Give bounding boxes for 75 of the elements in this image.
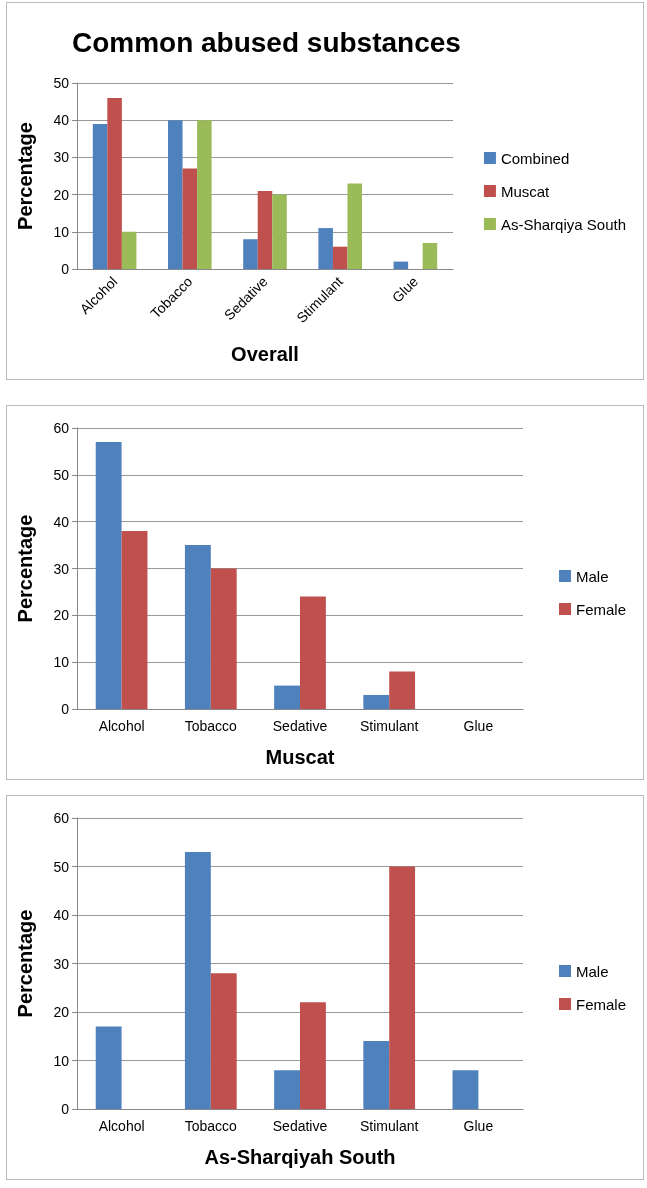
legend-label: Male: [575, 567, 609, 585]
bar: [197, 120, 212, 269]
legend-label: As-Sharqiya South: [500, 215, 627, 233]
y-tick-label: 40: [53, 513, 70, 530]
x-tick-label: Glue: [388, 273, 422, 306]
bar: [274, 685, 300, 709]
bar: [210, 568, 237, 709]
bar: [363, 1041, 390, 1109]
y-axis-title: Percentage: [14, 514, 36, 623]
bar: [452, 1070, 479, 1109]
y-tick-label: 60: [53, 810, 70, 826]
y-tick-label: 20: [53, 607, 70, 624]
y-tick-label: 50: [53, 75, 70, 91]
x-tick-label: Tobacco: [184, 1118, 238, 1134]
bar: [274, 1070, 300, 1109]
y-tick-label: 40: [53, 112, 70, 129]
x-tick-label: Stimulant: [360, 1118, 419, 1134]
bar: [107, 97, 122, 269]
bar: [363, 694, 390, 709]
legend-label: Male: [575, 962, 609, 980]
x-tick-label: Alcohol: [98, 718, 145, 734]
y-tick-label: 50: [53, 466, 70, 483]
y-tick-label: 60: [53, 420, 70, 436]
bar: [393, 261, 409, 269]
y-tick-label: 10: [53, 1052, 70, 1069]
legend-label: Female: [575, 995, 627, 1013]
x-tick-label: Sedative: [272, 718, 328, 734]
y-tick-label: 0: [61, 1101, 70, 1117]
bar: [389, 866, 416, 1109]
bar: [272, 194, 287, 269]
y-axis-title: Percentage: [14, 122, 36, 230]
bar: [389, 671, 416, 709]
bar: [300, 1002, 326, 1109]
bar: [347, 183, 363, 269]
bar: [121, 231, 137, 269]
y-tick-label: 50: [53, 858, 70, 875]
bar: [210, 973, 237, 1109]
bar: [167, 120, 183, 269]
bar: [182, 168, 198, 269]
y-tick-label: 0: [61, 701, 70, 717]
bar: [318, 228, 333, 269]
y-tick-label: 10: [53, 654, 70, 671]
y-tick-label: 0: [61, 261, 70, 277]
bar: [243, 239, 258, 269]
x-tick-label: Glue: [463, 1118, 494, 1134]
legend-label: Combined: [500, 149, 570, 167]
x-axis-title: Muscat: [265, 746, 335, 768]
x-tick-label: Alcohol: [98, 1118, 145, 1134]
x-axis-title: Overall: [231, 343, 299, 365]
bar: [257, 190, 273, 269]
bar: [332, 246, 348, 269]
bar: [422, 242, 438, 269]
bar: [184, 545, 211, 709]
y-tick-label: 30: [53, 560, 70, 577]
x-tick-label: Glue: [463, 718, 494, 734]
y-tick-label: 40: [53, 907, 70, 923]
chart-title: Common abused substances: [71, 26, 461, 58]
bar: [95, 442, 122, 709]
y-tick-label: 30: [53, 955, 70, 972]
y-tick-label: 20: [53, 1004, 70, 1020]
legend-label: Female: [575, 600, 627, 618]
x-tick-label: Stimulant: [360, 718, 419, 734]
legend-label: Muscat: [500, 182, 551, 200]
bar: [121, 531, 148, 709]
x-axis-title: As-Sharqiyah South: [204, 1146, 396, 1168]
bar: [95, 1026, 122, 1109]
x-tick-label: Tobacco: [184, 718, 238, 734]
y-axis-title: Percentage: [14, 909, 36, 1018]
y-tick-label: 20: [53, 186, 70, 203]
y-tick-label: 10: [53, 223, 70, 240]
y-tick-label: 30: [53, 149, 70, 166]
bar: [92, 123, 108, 269]
bar: [300, 596, 326, 709]
bar: [184, 851, 211, 1109]
x-tick-label: Sedative: [272, 1118, 328, 1134]
